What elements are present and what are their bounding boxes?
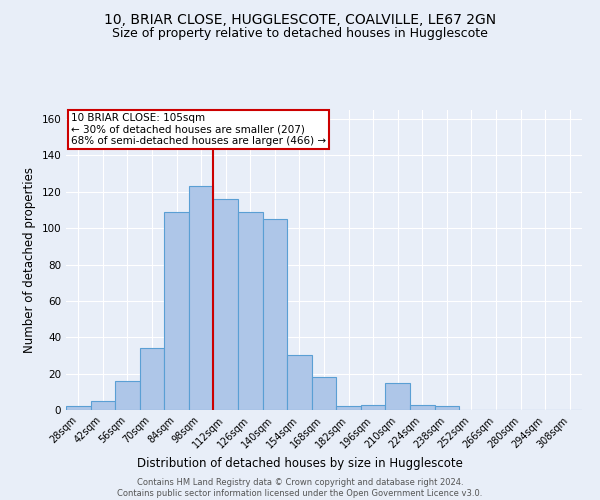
Bar (66, 406, 91, 410)
Bar (263, 219, 287, 410)
Text: Contains HM Land Registry data © Crown copyright and database right 2024.
Contai: Contains HM Land Registry data © Crown c… (118, 478, 482, 498)
Bar (336, 406, 361, 410)
Bar (361, 404, 385, 410)
Bar (214, 199, 238, 410)
Bar (410, 404, 434, 410)
Bar (238, 212, 263, 410)
Bar (140, 348, 164, 410)
Bar (385, 382, 410, 410)
Bar (91, 401, 115, 410)
Bar (434, 406, 459, 410)
Bar (164, 212, 189, 410)
Text: Size of property relative to detached houses in Hugglescote: Size of property relative to detached ho… (112, 28, 488, 40)
Bar (189, 186, 214, 410)
Bar (287, 356, 312, 410)
Y-axis label: Number of detached properties: Number of detached properties (23, 167, 36, 353)
Bar (115, 381, 140, 410)
Bar (312, 378, 336, 410)
Text: Distribution of detached houses by size in Hugglescote: Distribution of detached houses by size … (137, 458, 463, 470)
Text: 10 BRIAR CLOSE: 105sqm
← 30% of detached houses are smaller (207)
68% of semi-de: 10 BRIAR CLOSE: 105sqm ← 30% of detached… (71, 113, 326, 146)
Text: 10, BRIAR CLOSE, HUGGLESCOTE, COALVILLE, LE67 2GN: 10, BRIAR CLOSE, HUGGLESCOTE, COALVILLE,… (104, 12, 496, 26)
